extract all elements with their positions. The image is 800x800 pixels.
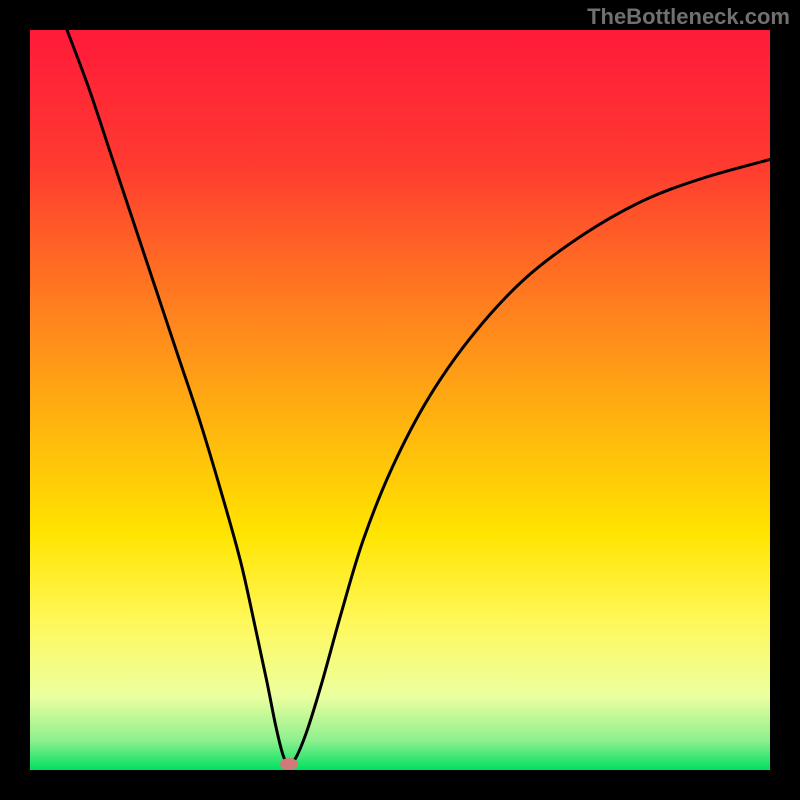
watermark-text: TheBottleneck.com	[587, 4, 790, 30]
chart-svg	[30, 30, 770, 770]
plot-area	[30, 30, 770, 770]
gradient-bg	[30, 30, 770, 770]
bottleneck-curve	[67, 30, 770, 764]
chart-container: TheBottleneck.com	[0, 0, 800, 800]
optimal-marker	[280, 758, 298, 770]
